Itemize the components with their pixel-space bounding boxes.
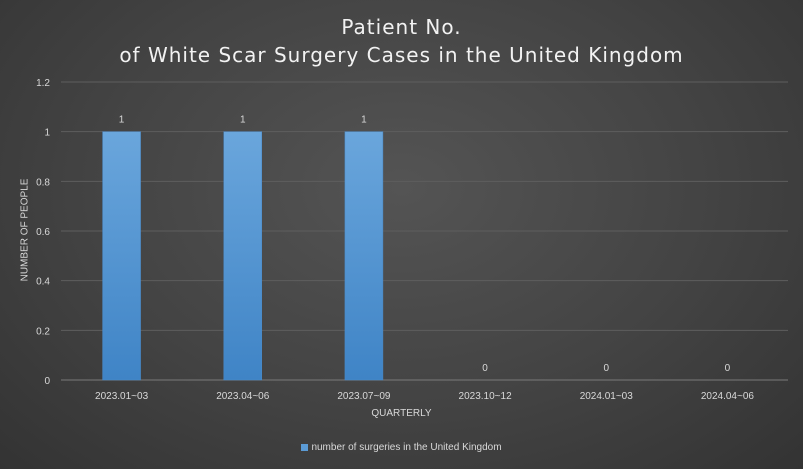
legend-label: number of surgeries in the United Kingdo… bbox=[311, 442, 502, 453]
y-axis-label: NUMBER OF PEOPLE bbox=[19, 178, 31, 282]
x-tick-label: 2024.01~03 bbox=[580, 391, 634, 402]
chart-subtitle: of White Scar Surgery Cases in the Unite… bbox=[119, 43, 684, 67]
x-tick-label: 2024.04~06 bbox=[701, 391, 755, 402]
data-label: 1 bbox=[240, 115, 246, 126]
y-tick-label: 0.2 bbox=[36, 326, 50, 337]
data-label: 0 bbox=[725, 363, 731, 374]
data-label: 0 bbox=[482, 363, 488, 374]
data-label: 1 bbox=[119, 115, 125, 126]
x-tick-label: 2023.01~03 bbox=[95, 391, 149, 402]
y-tick-label: 1 bbox=[44, 128, 50, 139]
legend: number of surgeries in the United Kingdo… bbox=[0, 442, 803, 453]
y-tick-label: 0.6 bbox=[36, 227, 50, 238]
data-label: 0 bbox=[603, 363, 609, 374]
legend-swatch bbox=[301, 444, 309, 451]
bar bbox=[223, 131, 262, 381]
x-tick-label: 2023.07~09 bbox=[337, 391, 391, 402]
y-tick-label: 1.2 bbox=[36, 78, 50, 89]
y-tick-label: 0.8 bbox=[36, 177, 50, 188]
data-label: 1 bbox=[361, 115, 367, 126]
y-tick-label: 0 bbox=[44, 376, 50, 387]
x-tick-label: 2023.04~06 bbox=[216, 391, 270, 402]
bar bbox=[102, 131, 141, 381]
y-tick-label: 0.4 bbox=[36, 277, 50, 288]
bar bbox=[344, 131, 384, 381]
chart-title: Patient No. bbox=[341, 15, 462, 39]
x-axis-label: QUARTERLY bbox=[371, 408, 432, 419]
x-tick-label: 2023.10~12 bbox=[459, 391, 513, 402]
